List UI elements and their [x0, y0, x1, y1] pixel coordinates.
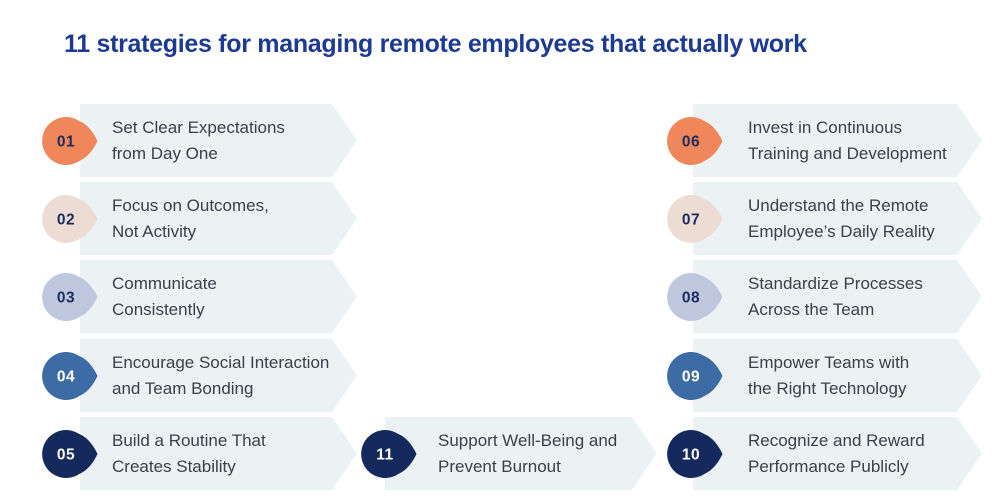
item-text-line2: Performance Publicly	[748, 456, 909, 476]
strategy-item-04: 04 Encourage Social Interaction and Team…	[42, 339, 357, 412]
item-text: Standardize Processes Across the Team	[748, 271, 923, 323]
badge-teardrop-shape	[667, 429, 723, 478]
item-text: Focus on Outcomes, Not Activity	[112, 193, 269, 245]
item-number: 03	[57, 289, 75, 306]
item-number-badge: 04	[42, 351, 98, 400]
item-text-line2: Employee’s Daily Reality	[748, 221, 935, 241]
item-text-line1: Build a Routine That	[112, 430, 266, 450]
strategy-item-01: 01 Set Clear Expectations from Day One	[42, 104, 357, 177]
item-text-line1: Set Clear Expectations	[112, 117, 285, 137]
item-number: 06	[682, 133, 700, 150]
strategy-item-08: 08 Standardize Processes Across the Team	[667, 260, 982, 333]
badge-teardrop-shape	[667, 272, 723, 321]
item-number: 04	[57, 368, 75, 385]
item-number-badge: 10	[667, 429, 723, 478]
item-text-line2: Creates Stability	[112, 456, 236, 476]
item-banner	[693, 260, 982, 333]
item-text-line2: the Right Technology	[748, 378, 907, 398]
badge-teardrop-shape	[42, 351, 98, 400]
badge-teardrop-shape	[667, 351, 723, 400]
strategy-item-03: 03 Communicate Consistently	[42, 260, 357, 333]
item-text-line1: Communicate	[112, 273, 217, 293]
item-number-badge: 01	[42, 116, 98, 165]
item-text-line1: Standardize Processes	[748, 273, 923, 293]
strategy-item-10: 10 Recognize and Reward Performance Publ…	[667, 417, 982, 490]
item-text-line1: Invest in Continuous	[748, 117, 903, 137]
item-number: 09	[682, 368, 700, 385]
item-text-line2: Prevent Burnout	[438, 456, 561, 476]
badge-teardrop-shape	[42, 272, 98, 321]
item-number: 02	[57, 211, 75, 228]
badge-teardrop-shape	[42, 116, 98, 165]
item-text-line1: Encourage Social Interaction	[112, 352, 330, 372]
strategy-item-02: 02 Focus on Outcomes, Not Activity	[42, 182, 357, 255]
item-banner	[385, 417, 657, 490]
item-banner	[693, 182, 982, 255]
item-number-badge: 08	[667, 272, 723, 321]
item-number-badge: 05	[42, 429, 98, 478]
item-banner	[693, 104, 982, 177]
item-number: 11	[376, 446, 393, 463]
item-number-badge: 07	[667, 194, 723, 243]
strategy-item-09: 09 Empower Teams with the Right Technolo…	[667, 339, 982, 412]
item-text-line2: from Day One	[112, 143, 218, 163]
item-text-line1: Support Well-Being and	[438, 430, 618, 450]
item-text-line1: Recognize and Reward	[748, 430, 925, 450]
item-banner	[693, 417, 982, 490]
page-title: 11 strategies for managing remote employ…	[64, 30, 807, 58]
badge-teardrop-shape	[667, 116, 723, 165]
item-text: Invest in Continuous Training and Develo…	[748, 115, 947, 167]
item-text-line1: Understand the Remote	[748, 195, 929, 215]
item-number-badge: 06	[667, 116, 723, 165]
badge-teardrop-shape	[42, 429, 98, 478]
item-text: Build a Routine That Creates Stability	[112, 428, 266, 480]
item-banner	[80, 182, 357, 255]
strategy-item-11: 11 Support Well-Being and Prevent Burnou…	[361, 417, 657, 490]
item-text: Communicate Consistently	[112, 271, 217, 323]
item-text: Set Clear Expectations from Day One	[112, 115, 285, 167]
badge-teardrop-shape	[42, 194, 98, 243]
item-text-line2: and Team Bonding	[112, 378, 254, 398]
item-number: 08	[682, 289, 700, 306]
item-text-line2: Training and Development	[748, 143, 947, 163]
item-text: Encourage Social Interaction and Team Bo…	[112, 350, 329, 402]
item-banner	[80, 339, 357, 412]
item-number-badge: 03	[42, 272, 98, 321]
item-text: Empower Teams with the Right Technology	[748, 350, 909, 402]
item-banner	[80, 260, 357, 333]
item-number: 01	[57, 133, 75, 150]
strategy-item-07: 07 Understand the Remote Employee’s Dail…	[667, 182, 982, 255]
item-number-badge: 02	[42, 194, 98, 243]
item-banner	[80, 104, 357, 177]
strategy-item-06: 06 Invest in Continuous Training and Dev…	[667, 104, 982, 177]
item-text: Understand the Remote Employee’s Daily R…	[748, 193, 935, 245]
item-text-line1: Focus on Outcomes,	[112, 195, 269, 215]
item-text-line2: Across the Team	[748, 299, 875, 319]
item-text: Recognize and Reward Performance Publicl…	[748, 428, 925, 480]
strategy-item-05: 05 Build a Routine That Creates Stabilit…	[42, 417, 357, 490]
item-text-line2: Not Activity	[112, 221, 197, 241]
item-text: Support Well-Being and Prevent Burnout	[438, 428, 617, 480]
badge-teardrop-shape	[667, 194, 723, 243]
item-number-badge: 11	[361, 429, 417, 478]
item-text-line1: Empower Teams with	[748, 352, 910, 372]
item-number: 10	[682, 446, 700, 463]
badge-teardrop-shape	[361, 429, 417, 478]
item-number-badge: 09	[667, 351, 723, 400]
item-text-line2: Consistently	[112, 299, 205, 319]
item-banner	[80, 417, 357, 490]
item-number: 07	[682, 211, 700, 228]
item-banner	[693, 339, 982, 412]
item-number: 05	[57, 446, 75, 463]
